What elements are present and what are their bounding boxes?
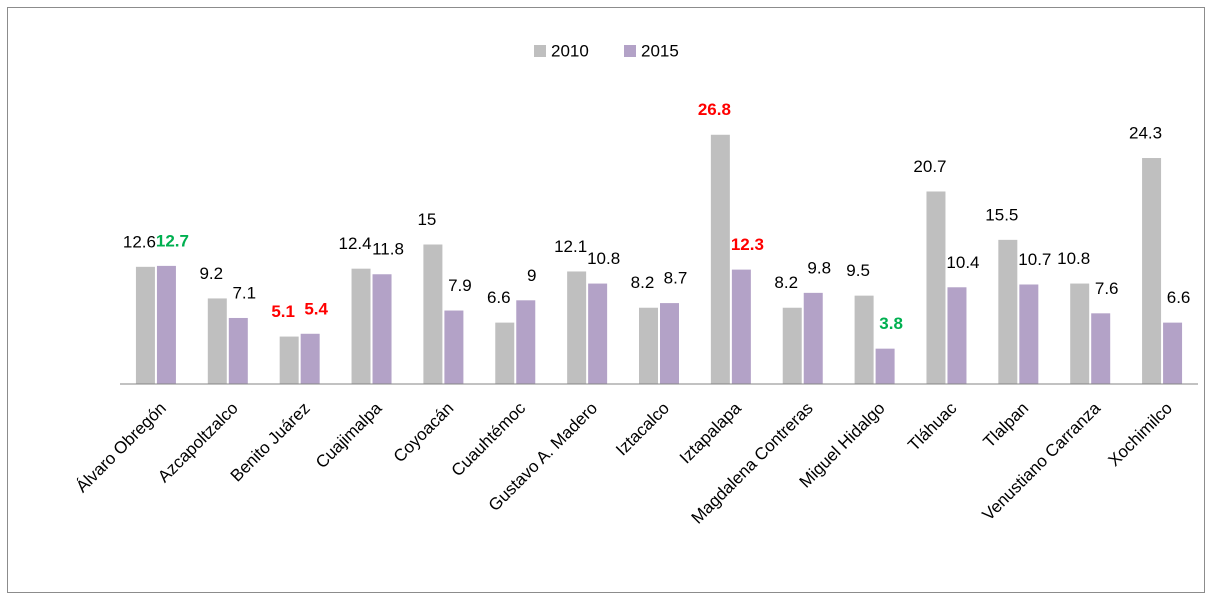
data-label: 9.8	[807, 258, 831, 277]
data-label: 12.3	[731, 235, 764, 254]
data-label: 10.7	[1018, 250, 1051, 269]
data-label: 24.3	[1129, 123, 1162, 142]
data-label: 6.6	[487, 288, 511, 307]
data-label: 15	[417, 210, 436, 229]
data-label: 15.5	[985, 205, 1018, 224]
data-label: 26.8	[698, 100, 731, 119]
bar	[660, 303, 679, 384]
bar	[998, 239, 1018, 384]
data-label: 7.1	[232, 283, 256, 302]
bar	[782, 307, 802, 384]
data-label: 12.7	[156, 231, 189, 250]
bar	[639, 307, 658, 384]
bar	[207, 298, 227, 384]
bar	[1163, 322, 1183, 384]
bar	[495, 322, 515, 384]
data-label: 9	[527, 266, 536, 285]
data-label: 12.6	[123, 232, 156, 251]
bar	[875, 348, 895, 384]
data-label: 10.4	[946, 253, 979, 272]
bar	[567, 271, 587, 384]
data-label: 11.8	[372, 240, 404, 259]
bar	[588, 283, 608, 384]
bar	[854, 295, 874, 384]
bar	[516, 300, 536, 384]
bar	[135, 266, 155, 384]
bar	[300, 333, 320, 384]
data-label: 7.6	[1095, 279, 1119, 298]
data-label: 12.4	[338, 234, 371, 253]
data-label: 9.2	[199, 264, 223, 283]
data-label: 6.6	[1167, 288, 1191, 307]
bar	[1142, 158, 1162, 384]
bar	[351, 268, 371, 384]
bar	[926, 191, 946, 384]
bar	[947, 287, 967, 384]
data-label: 5.1	[271, 302, 295, 321]
data-label: 8.2	[774, 273, 798, 292]
data-label: 10.8	[1057, 249, 1090, 268]
bar	[803, 292, 823, 384]
legend-swatch	[624, 45, 636, 57]
bar	[1070, 283, 1090, 384]
data-label: 12.1	[554, 237, 587, 256]
bar	[372, 274, 392, 384]
legend-label: 2010	[551, 41, 589, 60]
bar	[444, 310, 464, 384]
data-label: 5.4	[304, 299, 328, 318]
data-label: 8.2	[631, 273, 655, 292]
data-label: 10.8	[587, 249, 620, 268]
data-label: 9.5	[846, 261, 870, 280]
data-label: 3.8	[879, 314, 903, 333]
bar	[1019, 284, 1039, 384]
bar	[731, 269, 751, 384]
bar	[156, 265, 176, 384]
bar	[710, 134, 730, 384]
bar	[423, 244, 443, 384]
data-label: 20.7	[913, 157, 946, 176]
legend-label: 2015	[641, 41, 679, 60]
bar	[228, 317, 248, 384]
data-label: 7.9	[448, 276, 472, 295]
bar	[279, 336, 299, 384]
data-label: 8.7	[664, 269, 688, 288]
bar	[1091, 313, 1111, 384]
legend-swatch	[534, 45, 546, 57]
